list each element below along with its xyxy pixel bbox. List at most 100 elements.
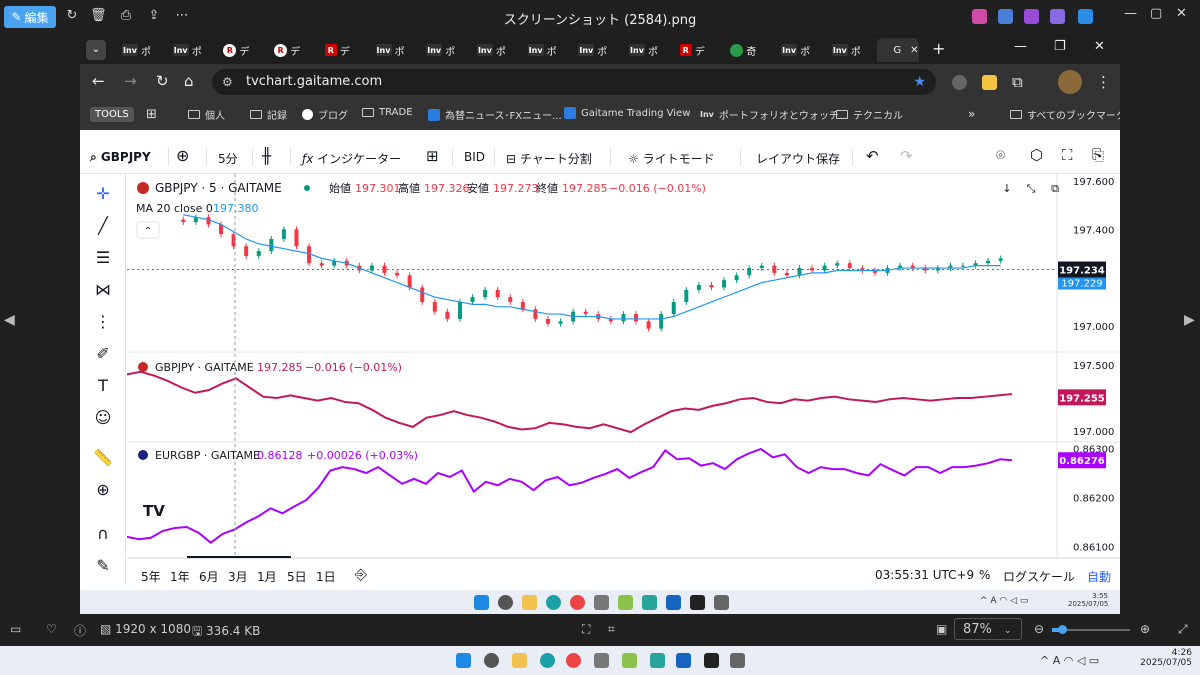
edge-icon[interactable] bbox=[546, 595, 561, 610]
undo-icon[interactable]: ↶ bbox=[866, 147, 879, 165]
back-icon[interactable]: ← bbox=[92, 72, 105, 90]
explorer-icon[interactable] bbox=[522, 595, 537, 610]
copilot-icon[interactable] bbox=[972, 9, 987, 24]
chart-area[interactable]: 197.600 197.400 197.000 197.234 197.229 GBPJP… bbox=[126, 174, 1120, 574]
bookmark-folder[interactable]: TRADE bbox=[362, 107, 413, 118]
bookmark-link[interactable]: Gaitame Trading View bbox=[564, 107, 690, 119]
reload-icon[interactable]: ↻ bbox=[156, 72, 169, 90]
app-icon[interactable] bbox=[622, 653, 637, 668]
app-icon[interactable] bbox=[730, 653, 745, 668]
text-icon[interactable]: T bbox=[98, 376, 108, 395]
favorite-icon[interactable]: ♡ bbox=[46, 622, 57, 636]
avatar[interactable] bbox=[1058, 70, 1082, 94]
range-1m[interactable]: 1月 bbox=[257, 570, 277, 584]
app-icon[interactable] bbox=[714, 595, 729, 610]
edit-button[interactable]: ✎ 編集 bbox=[4, 6, 56, 28]
save-layout-button[interactable]: レイアウト保存 bbox=[756, 152, 841, 166]
app-icon[interactable] bbox=[594, 595, 609, 610]
symbol-search[interactable]: ⌕ GBPJPY bbox=[90, 150, 151, 164]
browser-tab[interactable]: Inv ポ bbox=[420, 38, 468, 62]
camera-icon[interactable]: ⎘ bbox=[1092, 146, 1105, 164]
indicators-button[interactable]: ƒx インジケーター bbox=[302, 152, 402, 166]
range-5y[interactable]: 5年 bbox=[141, 570, 161, 584]
edge-icon[interactable] bbox=[540, 653, 555, 668]
extensions-puzzle-icon[interactable]: ⧉ bbox=[1012, 73, 1023, 91]
templates-icon[interactable]: ⊞ bbox=[426, 147, 439, 165]
minimize-icon[interactable]: — bbox=[1124, 6, 1137, 21]
auto-scale-button[interactable]: 自動 bbox=[1087, 570, 1112, 584]
range-3m[interactable]: 3月 bbox=[228, 570, 248, 584]
print-icon[interactable]: ⎙ bbox=[120, 8, 132, 23]
candle-type-icon[interactable]: ╫ bbox=[262, 147, 272, 165]
browser-tab[interactable]: Inv ポ bbox=[370, 38, 418, 62]
bookmark-folder[interactable]: 個人 bbox=[188, 107, 225, 122]
bookmark-link[interactable]: ブログ bbox=[302, 107, 348, 122]
browser-tab[interactable]: Inv ポ bbox=[826, 38, 874, 62]
compare-add-icon[interactable]: ⊕ bbox=[176, 146, 190, 165]
app-icon[interactable] bbox=[676, 653, 691, 668]
zoom-slider[interactable] bbox=[1052, 625, 1130, 634]
browser-tab[interactable]: Inv ポ bbox=[116, 38, 164, 62]
alert-icon[interactable]: ⌾ bbox=[996, 146, 1006, 164]
crop-icon[interactable]: ⛶ bbox=[582, 622, 591, 636]
close-icon[interactable]: ✕ bbox=[1094, 39, 1105, 54]
zoom-icon[interactable]: ⊕ bbox=[96, 480, 110, 499]
light-mode-button[interactable]: ☼ ライトモード bbox=[628, 152, 715, 166]
extension-icon[interactable] bbox=[952, 75, 967, 90]
emoji-icon[interactable]: ☺ bbox=[94, 408, 112, 427]
close-icon[interactable]: ✕ bbox=[1176, 6, 1187, 21]
browser-tab[interactable]: Inv ポ bbox=[572, 38, 620, 62]
more-icon[interactable]: ⋯ bbox=[175, 8, 189, 23]
app-icon[interactable] bbox=[650, 653, 665, 668]
next-image-icon[interactable]: ▶ bbox=[1184, 312, 1195, 328]
app-icon[interactable] bbox=[704, 653, 719, 668]
zoom-out-icon[interactable]: ⊖ bbox=[1034, 622, 1045, 636]
apps-icon[interactable]: ⊞ bbox=[146, 107, 157, 122]
log-scale-button[interactable]: ログスケール bbox=[1003, 570, 1076, 584]
tab-search-icon[interactable]: ⌄ bbox=[86, 40, 106, 60]
fit-icon[interactable]: ▣ bbox=[936, 622, 948, 636]
split-button[interactable]: ⊟ チャート分割 bbox=[506, 152, 592, 166]
bookmark-link[interactable]: 為替ニュース･FXニュー... bbox=[428, 107, 562, 122]
bid-button[interactable]: BID bbox=[464, 150, 486, 164]
minimize-icon[interactable]: — bbox=[1014, 39, 1027, 54]
start-icon[interactable] bbox=[474, 595, 489, 610]
new-tab-icon[interactable]: + bbox=[932, 39, 946, 58]
app-icon[interactable] bbox=[618, 595, 633, 610]
search-icon[interactable] bbox=[498, 595, 513, 610]
maximize-icon[interactable]: ▢ bbox=[1150, 6, 1163, 21]
ocr-icon[interactable]: ⌗ bbox=[608, 622, 615, 636]
brush-icon[interactable]: ✐ bbox=[96, 344, 110, 363]
more-bookmarks-icon[interactable]: » bbox=[968, 107, 976, 121]
delete-icon[interactable]: 🗑 bbox=[90, 8, 107, 23]
app-icon[interactable] bbox=[642, 595, 657, 610]
all-bookmarks[interactable]: すべてのブックマーク bbox=[1010, 107, 1120, 122]
settings-icon[interactable]: ⬡ bbox=[1030, 146, 1044, 164]
zoom-select[interactable]: 87% ⌄ bbox=[954, 618, 1022, 640]
percent-button[interactable]: % bbox=[979, 568, 991, 582]
range-1y[interactable]: 1年 bbox=[170, 570, 190, 584]
range-6m[interactable]: 6月 bbox=[199, 570, 219, 584]
trendline-icon[interactable]: ╱ bbox=[98, 216, 108, 235]
search-icon[interactable] bbox=[484, 653, 499, 668]
prev-image-icon[interactable]: ◀ bbox=[4, 312, 15, 328]
bookmark-star-icon[interactable]: ★ bbox=[913, 74, 926, 90]
goto-date-icon[interactable]: ⎆ bbox=[355, 565, 368, 583]
zoom-in-icon[interactable]: ⊕ bbox=[1140, 622, 1151, 636]
forward-icon[interactable]: → bbox=[124, 72, 137, 90]
site-info-icon[interactable]: ⚙ bbox=[222, 75, 233, 89]
share-icon[interactable]: ⇪ bbox=[148, 8, 160, 23]
range-5d[interactable]: 5日 bbox=[287, 570, 307, 584]
browser-tab[interactable]: Inv ポ bbox=[167, 38, 215, 62]
rotate-icon[interactable]: ↻ bbox=[66, 8, 78, 23]
browser-tab[interactable]: Inv ポ bbox=[775, 38, 823, 62]
chart-svg[interactable]: 197.600 197.400 197.000 197.234 197.229 GBPJP… bbox=[126, 174, 1120, 574]
app-icon[interactable] bbox=[594, 653, 609, 668]
bookmark-tools[interactable]: TOOLS bbox=[90, 107, 134, 122]
tray-icons[interactable]: ^ A ◠ ◁ ▭ bbox=[980, 596, 1029, 606]
start-icon[interactable] bbox=[456, 653, 471, 668]
fullscreen-icon[interactable]: ⛶ bbox=[1062, 146, 1073, 164]
